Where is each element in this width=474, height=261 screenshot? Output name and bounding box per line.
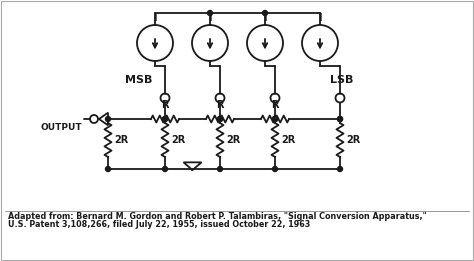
Circle shape — [218, 167, 222, 171]
Circle shape — [163, 116, 167, 122]
Circle shape — [163, 116, 167, 122]
Text: R: R — [161, 100, 169, 110]
Text: 2R: 2R — [346, 135, 360, 145]
Text: I: I — [208, 13, 212, 23]
Circle shape — [273, 167, 277, 171]
Text: 2R: 2R — [281, 135, 295, 145]
Text: R: R — [271, 100, 279, 110]
Circle shape — [273, 116, 277, 122]
Text: I: I — [153, 13, 157, 23]
Text: 2R: 2R — [114, 135, 128, 145]
Text: 2R: 2R — [226, 135, 240, 145]
Text: MSB: MSB — [125, 75, 152, 85]
Circle shape — [163, 167, 167, 171]
Text: Adapted from: Bernard M. Gordon and Robert P. Talambiras, "Signal Conversion App: Adapted from: Bernard M. Gordon and Robe… — [8, 212, 427, 221]
Circle shape — [273, 116, 277, 122]
Circle shape — [106, 167, 110, 171]
Circle shape — [273, 116, 277, 122]
Circle shape — [106, 116, 110, 122]
Text: I: I — [263, 13, 267, 23]
Text: U.S. Patent 3,108,266, filed July 22, 1955, issued October 22, 1963: U.S. Patent 3,108,266, filed July 22, 19… — [8, 220, 310, 229]
Circle shape — [263, 10, 267, 15]
Circle shape — [218, 116, 222, 122]
Text: 2R: 2R — [171, 135, 185, 145]
Text: R: R — [216, 100, 224, 110]
Circle shape — [337, 167, 343, 171]
Circle shape — [218, 116, 222, 122]
Circle shape — [337, 116, 343, 122]
Circle shape — [337, 116, 343, 122]
Text: LSB: LSB — [330, 75, 354, 85]
Text: OUTPUT: OUTPUT — [40, 122, 82, 132]
Text: I: I — [318, 13, 322, 23]
Circle shape — [208, 10, 212, 15]
